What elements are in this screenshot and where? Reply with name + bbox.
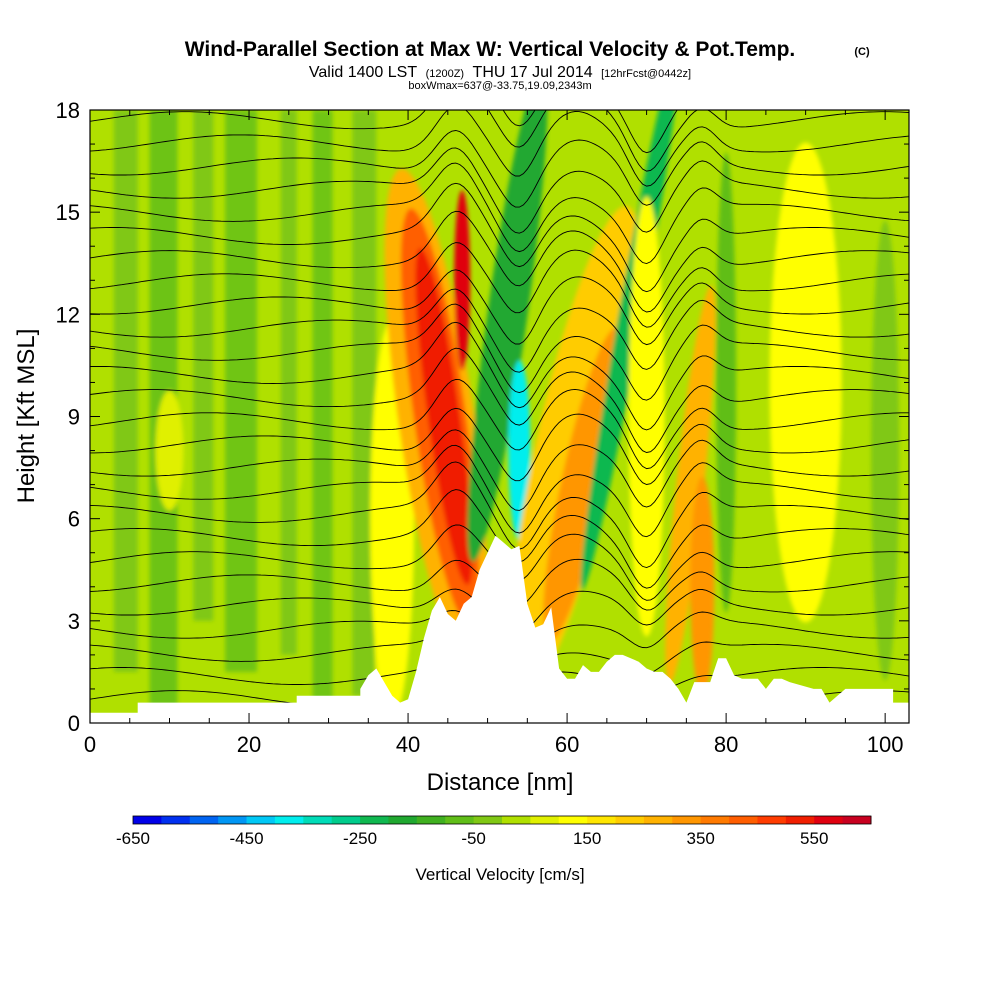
- w-band-downdraft-5: [280, 110, 297, 655]
- y-tick-label: 0: [68, 711, 80, 736]
- w-updraft-far-east-core: [690, 476, 715, 697]
- colorbar-swatch: [700, 816, 730, 824]
- isentrope-line: [90, 444, 909, 538]
- x-axis-ticks: 0 20 40 60 80 100: [84, 110, 904, 757]
- y-tick-label: 9: [68, 405, 80, 430]
- w-band-downdraft-4: [225, 110, 257, 672]
- w-updraft-peak: [454, 190, 471, 371]
- colorbar-swatch: [161, 816, 191, 824]
- colorbar-swatch: [189, 816, 219, 824]
- colorbar-tick-labels: -650 -450 -250 -50 150 350 550: [116, 829, 828, 848]
- colorbar-tick-label: -250: [343, 829, 377, 848]
- y-axis-label: Height [Kft MSL]: [13, 329, 40, 504]
- box-wmax-info: boxWmax=637@-33.75,19.09,2343m: [408, 80, 591, 92]
- isentrope-line: [90, 210, 909, 313]
- x-tick-label: 100: [867, 732, 904, 757]
- w-downdraft-column: [467, 110, 548, 562]
- colorbar-swatch: [246, 816, 276, 824]
- isentrope-line: [90, 242, 909, 328]
- isentrope-line: [90, 321, 909, 431]
- colorbar-swatch: [133, 816, 162, 824]
- y-axis-ticks: 0 3 6 9 12 15 18: [56, 98, 909, 736]
- y-tick-label: 18: [56, 98, 80, 123]
- x-axis-label: Distance [nm]: [427, 769, 574, 796]
- w-updraft-far-east: [665, 285, 716, 684]
- colorbar-swatch: [757, 816, 787, 824]
- isentrope-line: [90, 303, 909, 401]
- copyright-mark: (C): [854, 46, 870, 58]
- w-band-downdraft-3: [193, 110, 214, 621]
- colorbar-swatch: [416, 816, 446, 824]
- colorbar-tick-label: -450: [230, 829, 264, 848]
- colorbar-tick-label: -650: [116, 829, 150, 848]
- isentrope-line: [90, 288, 909, 373]
- valid-z-time: (1200Z): [426, 68, 465, 80]
- colorbar-tick-label: 350: [687, 829, 715, 848]
- colorbar-swatch: [558, 816, 588, 824]
- x-tick-label: 60: [555, 732, 579, 757]
- y-tick-label: 6: [68, 507, 80, 532]
- colorbar-swatch: [672, 816, 702, 824]
- colorbar-swatch: [643, 816, 673, 824]
- valid-time: Valid 1400 LST: [309, 64, 417, 81]
- x-tick-label: 40: [396, 732, 420, 757]
- colorbar-swatch: [502, 816, 531, 824]
- isentrope-line: [90, 182, 909, 293]
- isentrope-line: [90, 130, 909, 208]
- colorbar-swatch: [615, 816, 645, 824]
- w-weak-updraft-east: [769, 142, 842, 623]
- isentrope-line: [90, 407, 909, 485]
- isentrope-line: [90, 162, 909, 264]
- valid-date: THU 17 Jul 2014: [473, 64, 593, 81]
- colorbar-tick-label: 550: [800, 829, 828, 848]
- isentrope-line: [90, 147, 909, 234]
- y-tick-label: 3: [68, 609, 80, 634]
- colorbar-swatch: [388, 816, 418, 824]
- colorbar-swatch: [814, 816, 844, 824]
- colorbar-frame: [132, 815, 872, 825]
- forecast-info: [12hrFcst@0442z]: [601, 68, 691, 80]
- isentrope-line: [90, 347, 909, 453]
- colorbar-swatch: [445, 816, 475, 824]
- x-tick-label: 0: [84, 732, 96, 757]
- w-weak-updraft-left: [155, 390, 184, 511]
- y-tick-label: 12: [56, 302, 80, 327]
- x-tick-label: 20: [237, 732, 261, 757]
- colorbar-swatch: [331, 816, 361, 824]
- colorbar-swatch: [530, 816, 560, 824]
- colorbar-swatch: [218, 816, 248, 824]
- colorbar-swatch: [274, 816, 304, 824]
- colorbar: [132, 815, 872, 825]
- colorbar-tick-label: -50: [461, 829, 486, 848]
- y-tick-label: 15: [56, 200, 80, 225]
- x-tick-label: 80: [714, 732, 738, 757]
- isentrope-line: [90, 110, 909, 187]
- colorbar-swatch: [587, 816, 617, 824]
- isentrope-line: [90, 269, 909, 346]
- w-downdraft-far-east: [716, 152, 737, 613]
- colorbar-swatch: [303, 816, 333, 824]
- colorbar-swatch: [842, 816, 872, 824]
- isentrope-line: [90, 429, 909, 511]
- w-band-downdraft-7: [352, 110, 377, 696]
- colorbar-swatch: [729, 816, 758, 824]
- isentrope-line: [90, 110, 909, 172]
- plot-area: [90, 110, 909, 723]
- isentrope-line: [90, 461, 909, 568]
- chart-title: Wind-Parallel Section at Max W: Vertical…: [185, 38, 796, 61]
- terrain-mask: [90, 535, 909, 723]
- colorbar-swatch: [785, 816, 815, 824]
- isentrope-line: [90, 378, 909, 470]
- w-downdraft-right: [871, 220, 900, 681]
- colorbar-swatch: [360, 816, 389, 824]
- colorbar-label: Vertical Velocity [cm/s]: [415, 865, 584, 884]
- colorbar-swatch: [473, 816, 503, 824]
- subtitle-line: Valid 1400 LST (1200Z) THU 17 Jul 2014 […: [309, 64, 691, 81]
- colorbar-tick-label: 150: [573, 829, 601, 848]
